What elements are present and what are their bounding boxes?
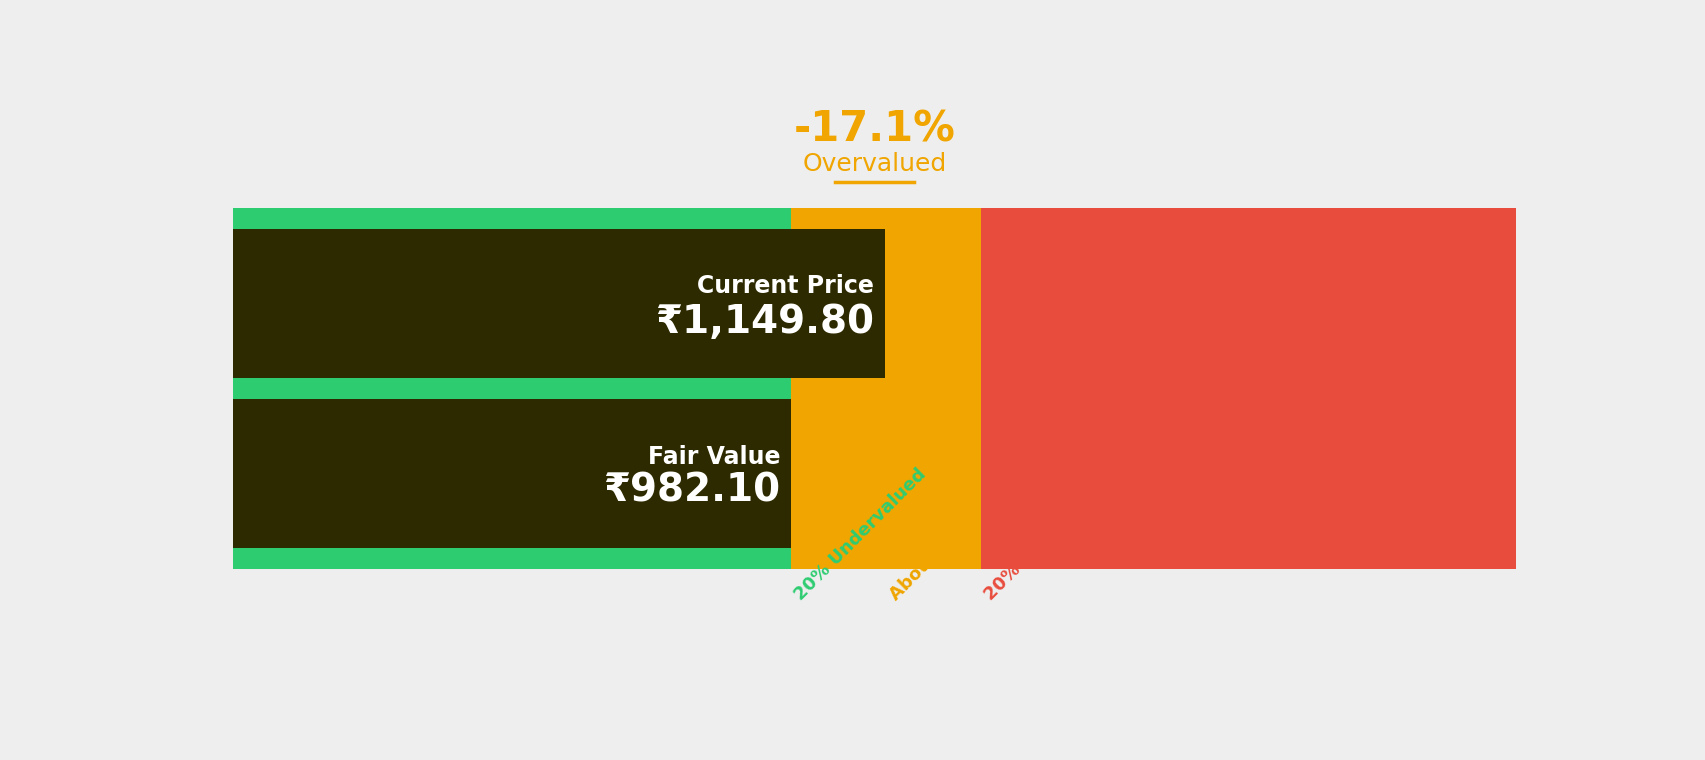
Text: Current Price: Current Price [697, 274, 873, 298]
Bar [980, 378, 1514, 399]
Bar [234, 208, 791, 229]
Text: ₹1,149.80: ₹1,149.80 [655, 303, 873, 341]
Bar [791, 208, 980, 229]
Text: ₹982.10: ₹982.10 [604, 472, 779, 510]
Bar [791, 378, 980, 399]
Bar [234, 378, 791, 399]
Text: -17.1%: -17.1% [793, 108, 955, 150]
Bar [234, 229, 885, 378]
Text: Fair Value: Fair Value [648, 445, 779, 469]
Text: 20% Overvalued: 20% Overvalued [980, 475, 1110, 604]
Bar [234, 548, 791, 568]
Text: 20% Undervalued: 20% Undervalued [791, 466, 929, 604]
Bar [234, 399, 791, 548]
Bar [980, 229, 1514, 378]
Bar [234, 399, 791, 548]
Bar [980, 399, 1514, 548]
Bar [980, 208, 1514, 229]
Bar [234, 229, 791, 378]
Bar [980, 548, 1514, 568]
Text: Overvalued: Overvalued [801, 152, 946, 176]
Bar [791, 399, 980, 548]
Bar [791, 229, 980, 378]
Bar [791, 548, 980, 568]
Text: About Right: About Right [885, 506, 984, 604]
